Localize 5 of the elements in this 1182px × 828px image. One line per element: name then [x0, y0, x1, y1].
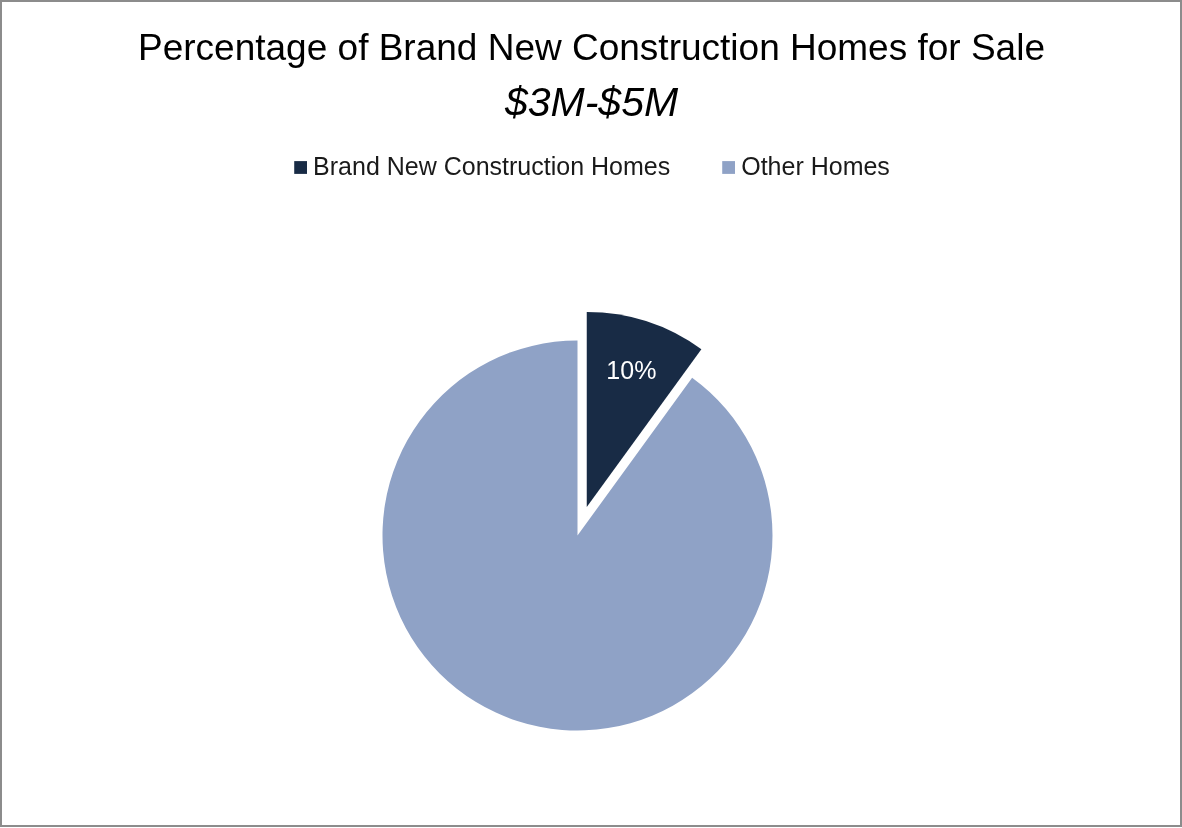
- legend-label: Other Homes: [741, 152, 890, 181]
- chart-subtitle: $3M-$5M: [503, 78, 679, 125]
- chart-title: Percentage of Brand New Construction Homes for Sale: [138, 26, 1045, 68]
- data-label: 10%: [606, 355, 657, 384]
- legend-label: Brand New Construction Homes: [313, 152, 671, 181]
